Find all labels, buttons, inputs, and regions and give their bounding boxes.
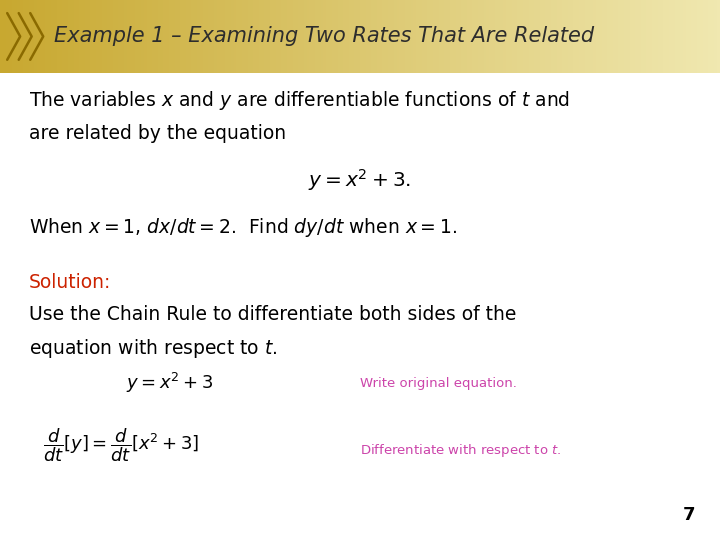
Text: are related by the equation: are related by the equation: [29, 124, 286, 143]
Text: Solution:: Solution:: [29, 273, 111, 292]
Text: $y = x^2 + 3$: $y = x^2 + 3$: [126, 372, 213, 395]
Text: $\dfrac{d}{dt}[y] = \dfrac{d}{dt}[x^2 + 3]$: $\dfrac{d}{dt}[y] = \dfrac{d}{dt}[x^2 + …: [43, 427, 199, 464]
Text: When $x = 1$, $dx/dt = 2$.  Find $dy/dt$ when $x = 1$.: When $x = 1$, $dx/dt = 2$. Find $dy/dt$ …: [29, 216, 456, 239]
Text: Use the Chain Rule to differentiate both sides of the: Use the Chain Rule to differentiate both…: [29, 305, 516, 324]
Text: The variables $x$ and $y$ are differentiable functions of $t$ and: The variables $x$ and $y$ are differenti…: [29, 89, 570, 112]
Text: equation with respect to $t$.: equation with respect to $t$.: [29, 338, 277, 361]
Text: Write original equation.: Write original equation.: [360, 377, 517, 390]
Text: Example 1 – Examining Two Rates That Are Related: Example 1 – Examining Two Rates That Are…: [54, 26, 594, 46]
Text: $y = x^2 + 3.$: $y = x^2 + 3.$: [308, 167, 412, 193]
Text: 7: 7: [683, 506, 695, 524]
Text: Differentiate with respect to $t$.: Differentiate with respect to $t$.: [360, 442, 562, 460]
